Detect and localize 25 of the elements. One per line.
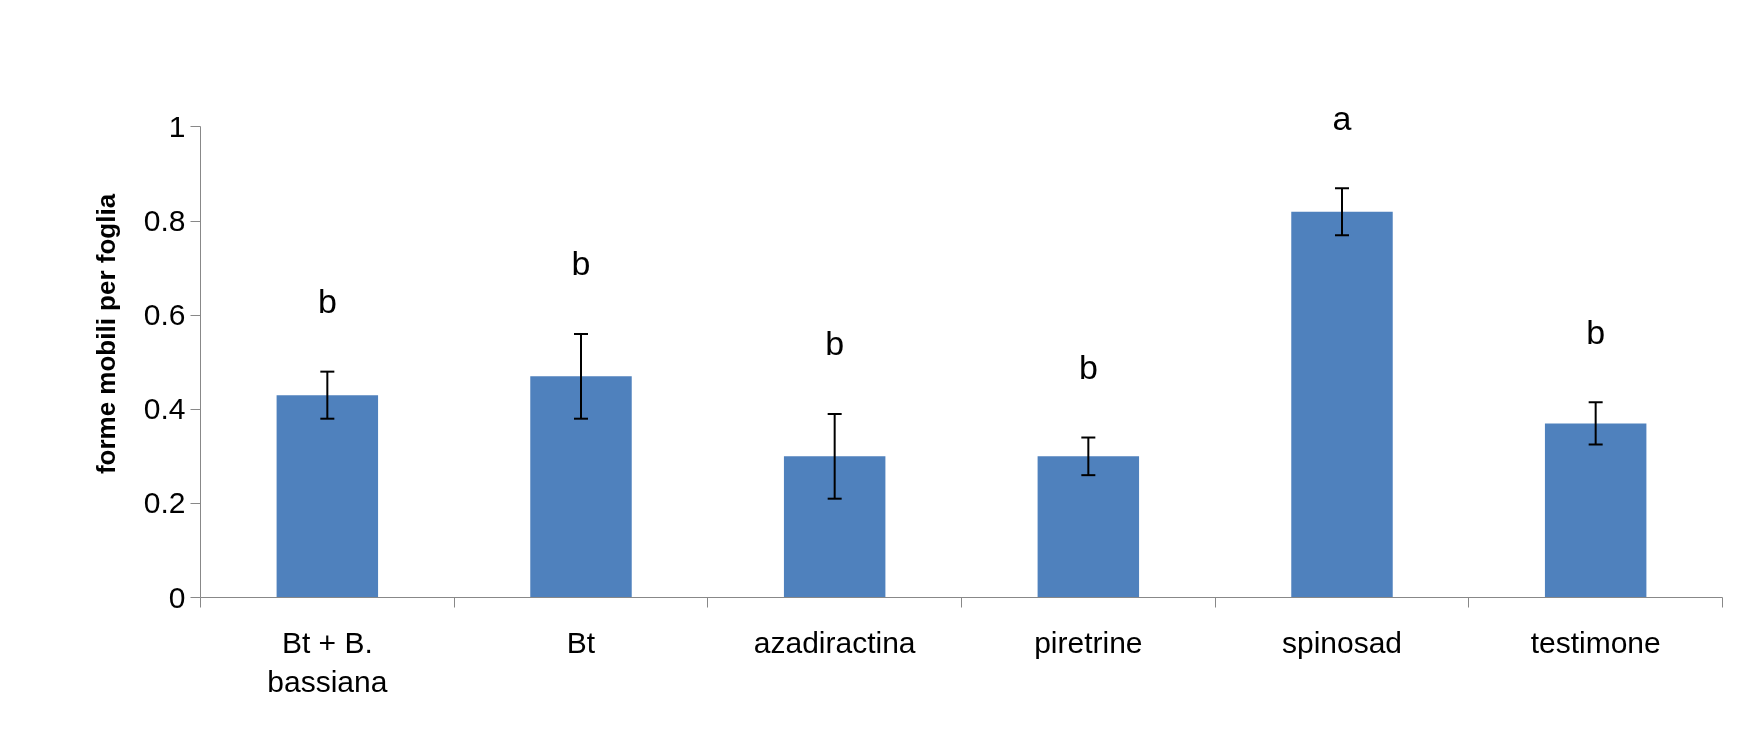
bar [1544,423,1647,598]
y-tick-label: 0 [168,580,186,614]
annotation: b [1078,347,1098,386]
y-tick-label: 0.2 [143,486,186,520]
bar [1037,456,1140,598]
y-tick-label: 0.6 [143,298,186,332]
annotation: a [1332,98,1352,137]
bar [1291,211,1393,598]
y-tick-label: 1 [168,109,186,143]
x-tick-label: testimone [1530,625,1661,659]
bar [530,376,632,598]
annotation: b [825,324,845,363]
bar [276,395,379,598]
x-tick-label: Bt + B. bassiana [267,625,388,699]
x-tick-label: Bt [566,625,596,659]
y-axis-title: forme mobili per foglia [90,193,121,475]
annotation: b [1586,312,1606,351]
bar [783,456,886,598]
x-tick-label: azadiractina [753,625,916,659]
annotation: b [317,282,337,321]
y-tick-label: 0.8 [143,204,186,238]
x-tick-label: piretrine [1034,625,1143,659]
x-tick-label: spinosad [1281,625,1403,659]
annotation: b [571,244,591,283]
y-tick-label: 0.4 [143,392,186,426]
